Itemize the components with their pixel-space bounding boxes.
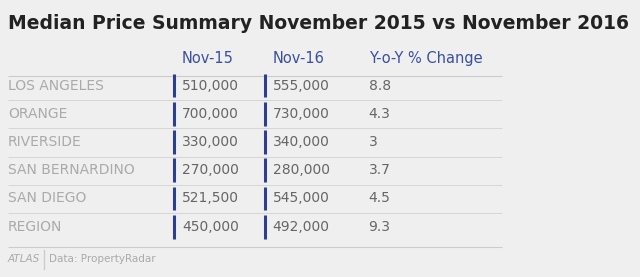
Text: 450,000: 450,000	[182, 220, 239, 234]
Text: Data: PropertyRadar: Data: PropertyRadar	[49, 254, 156, 264]
Text: 521,500: 521,500	[182, 191, 239, 206]
Text: ORANGE: ORANGE	[8, 107, 67, 121]
Text: 280,000: 280,000	[273, 163, 330, 177]
Text: ATLAS: ATLAS	[8, 254, 40, 264]
Text: Nov-16: Nov-16	[273, 51, 324, 66]
Text: 730,000: 730,000	[273, 107, 330, 121]
Text: 340,000: 340,000	[273, 135, 330, 149]
Text: 555,000: 555,000	[273, 79, 330, 93]
Text: 700,000: 700,000	[182, 107, 239, 121]
Text: 492,000: 492,000	[273, 220, 330, 234]
Text: SAN BERNARDINO: SAN BERNARDINO	[8, 163, 134, 177]
Text: 545,000: 545,000	[273, 191, 330, 206]
Text: Median Price Summary November 2015 vs November 2016: Median Price Summary November 2015 vs No…	[8, 14, 629, 33]
Text: 330,000: 330,000	[182, 135, 239, 149]
Text: Nov-15: Nov-15	[182, 51, 234, 66]
Text: REGION: REGION	[8, 220, 62, 234]
Text: 3.7: 3.7	[369, 163, 390, 177]
Text: 9.3: 9.3	[369, 220, 390, 234]
Text: 3: 3	[369, 135, 377, 149]
Text: Y-o-Y % Change: Y-o-Y % Change	[369, 51, 482, 66]
Text: RIVERSIDE: RIVERSIDE	[8, 135, 81, 149]
Text: 270,000: 270,000	[182, 163, 239, 177]
Text: SAN DIEGO: SAN DIEGO	[8, 191, 86, 206]
Text: 510,000: 510,000	[182, 79, 239, 93]
Text: LOS ANGELES: LOS ANGELES	[8, 79, 104, 93]
Text: 4.3: 4.3	[369, 107, 390, 121]
Text: 8.8: 8.8	[369, 79, 390, 93]
Text: 4.5: 4.5	[369, 191, 390, 206]
